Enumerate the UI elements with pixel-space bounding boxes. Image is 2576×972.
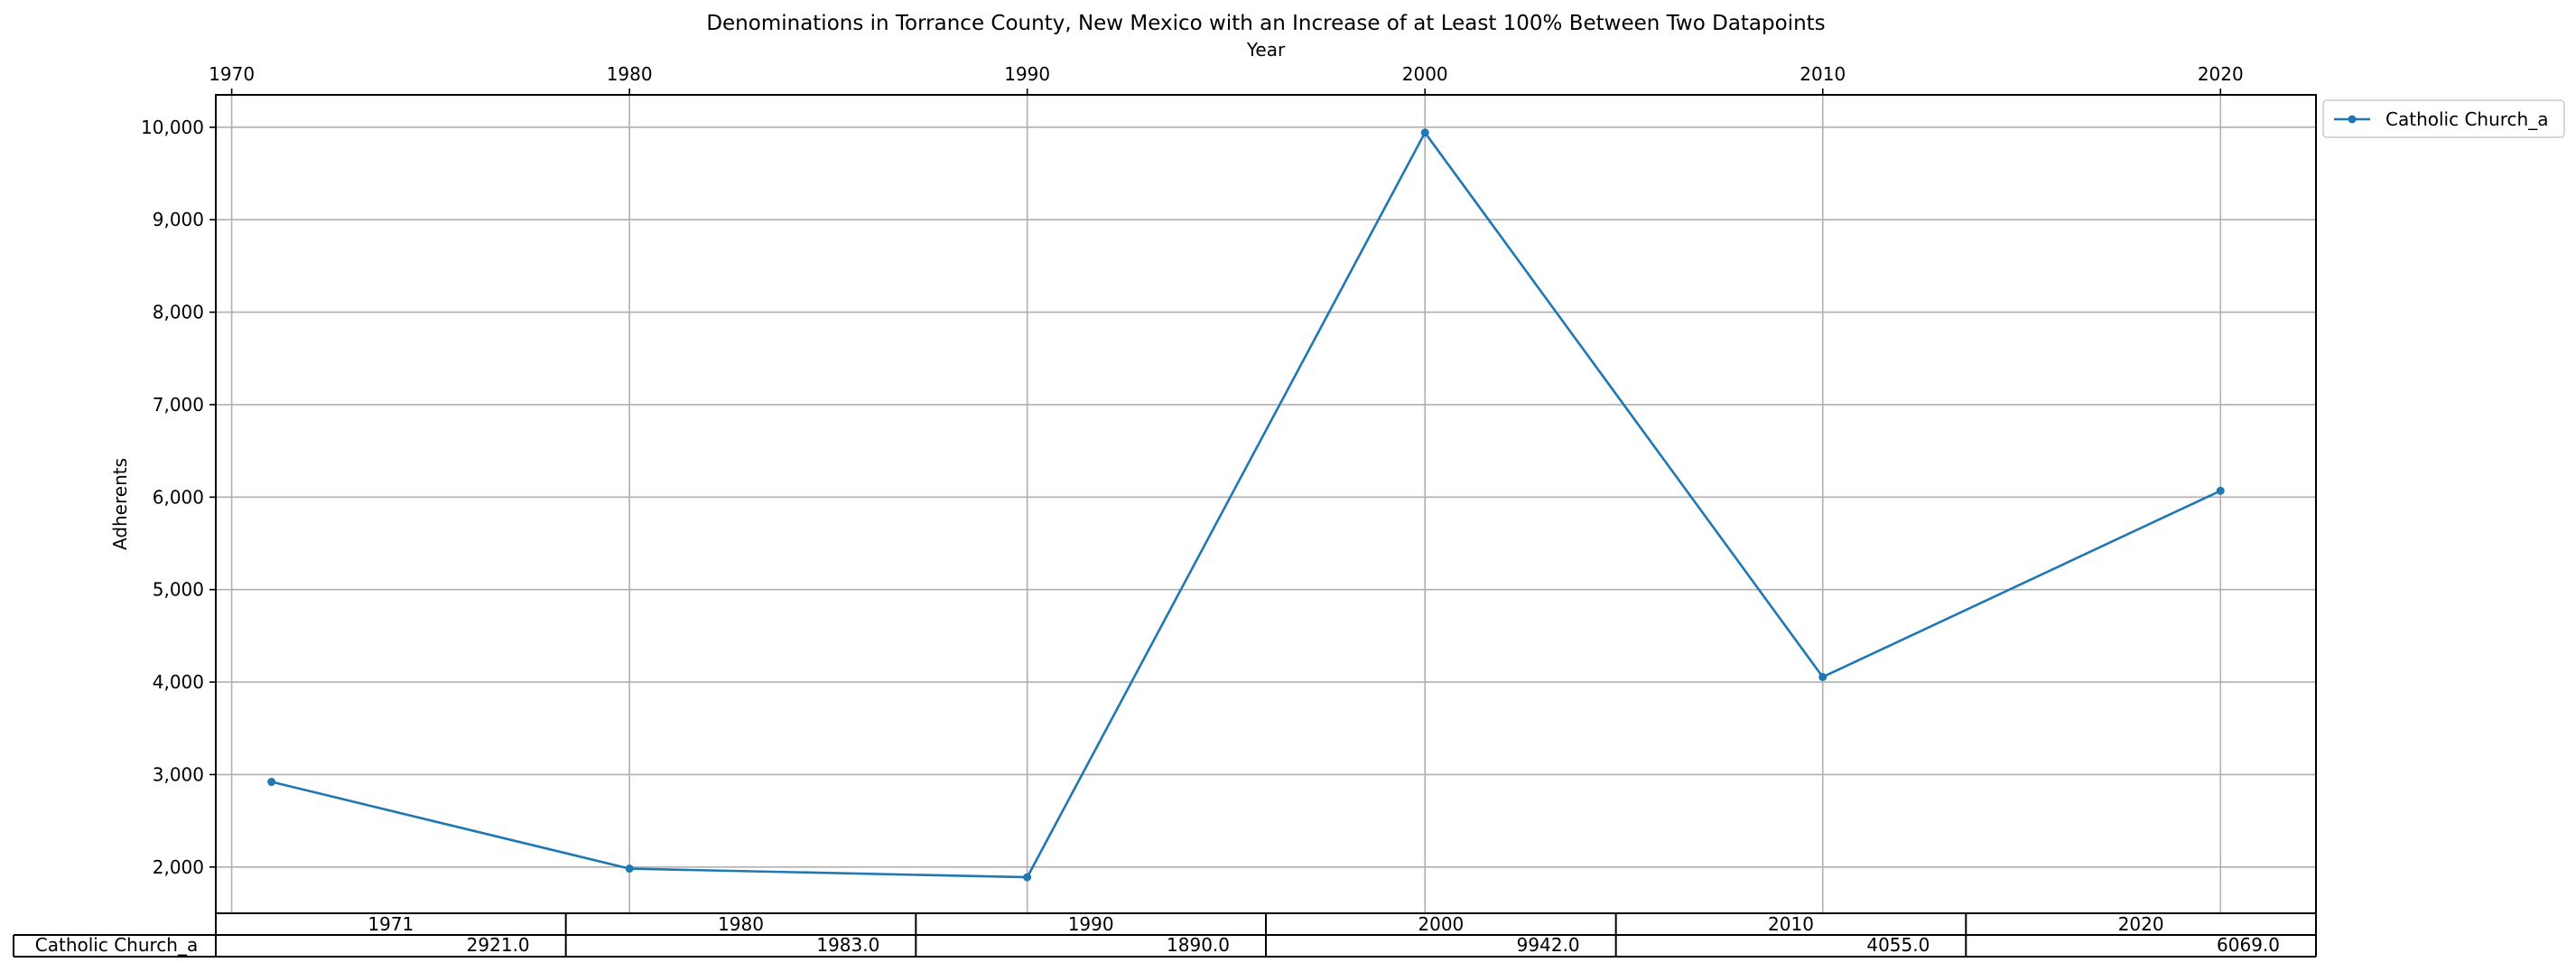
y-tick-label: 4,000: [153, 671, 204, 693]
y-tick-label: 10,000: [141, 117, 204, 138]
data-point-catholic-church-a: [2216, 486, 2225, 495]
y-tick-label: 3,000: [153, 763, 204, 785]
series-layer: [267, 128, 2225, 882]
table-column-header: 2010: [1768, 913, 1814, 935]
table-cell: 4055.0: [1866, 934, 1930, 956]
table-cell: 2921.0: [467, 934, 530, 956]
table-cell: 6069.0: [2217, 934, 2280, 956]
legend-box: [2322, 99, 2565, 138]
x-axis-ticks: 1970 1980 1990 2000 2010 2020: [209, 63, 2244, 95]
table-cell: 1983.0: [816, 934, 879, 956]
y-axis-label: Adherents: [109, 458, 131, 550]
y-tick-label: 6,000: [153, 486, 204, 508]
grid: [216, 95, 2316, 913]
x-tick-label: 2000: [1402, 63, 1448, 85]
data-point-catholic-church-a: [1818, 672, 1827, 681]
plot-area-frame: [215, 94, 2317, 914]
table-column-header: 1971: [367, 913, 414, 935]
legend-marker-catholic-church-a: [2348, 115, 2357, 124]
y-tick-label: 7,000: [153, 394, 204, 416]
table-column-header: 2000: [1418, 913, 1464, 935]
x-tick-label: 1980: [607, 63, 653, 85]
data-point-catholic-church-a: [267, 778, 276, 787]
table-cell: 1890.0: [1167, 934, 1230, 956]
y-tick-label: 2,000: [153, 856, 204, 878]
series-line-catholic-church-a: [271, 130, 2221, 879]
x-tick-label: 2020: [2198, 63, 2244, 85]
table-column-header: 1980: [718, 913, 764, 935]
legend: Catholic Church_a: [2322, 99, 2565, 138]
table-cell: 9942.0: [1517, 934, 1580, 956]
x-tick-label: 2010: [1799, 63, 1846, 85]
y-tick-label: 8,000: [153, 302, 204, 323]
legend-label-catholic-church-a: Catholic Church_a: [2385, 108, 2548, 130]
y-tick-label: 9,000: [153, 209, 204, 230]
table-column-header: 2020: [2118, 913, 2164, 935]
x-tick-label: 1990: [1004, 63, 1050, 85]
table-column-header: 1990: [1068, 913, 1114, 935]
data-point-catholic-church-a: [625, 865, 634, 874]
x-tick-label: 1970: [209, 63, 255, 85]
table-row-label: Catholic Church_a: [35, 934, 198, 956]
y-tick-label: 5,000: [153, 579, 204, 601]
data-table: Catholic Church_a 1971 1980 1990 2000 2010 202…: [13, 912, 2317, 958]
chart-title: Denominations in Torrance County, New Me…: [706, 12, 1825, 35]
y-axis-ticks: 2,000 3,000 4,000 5,000 6,000 7,000 8,000 9,000…: [141, 117, 216, 878]
x-axis-label: Year: [1246, 39, 1286, 61]
data-point-catholic-church-a: [1023, 873, 1032, 882]
data-point-catholic-church-a: [1420, 128, 1429, 137]
